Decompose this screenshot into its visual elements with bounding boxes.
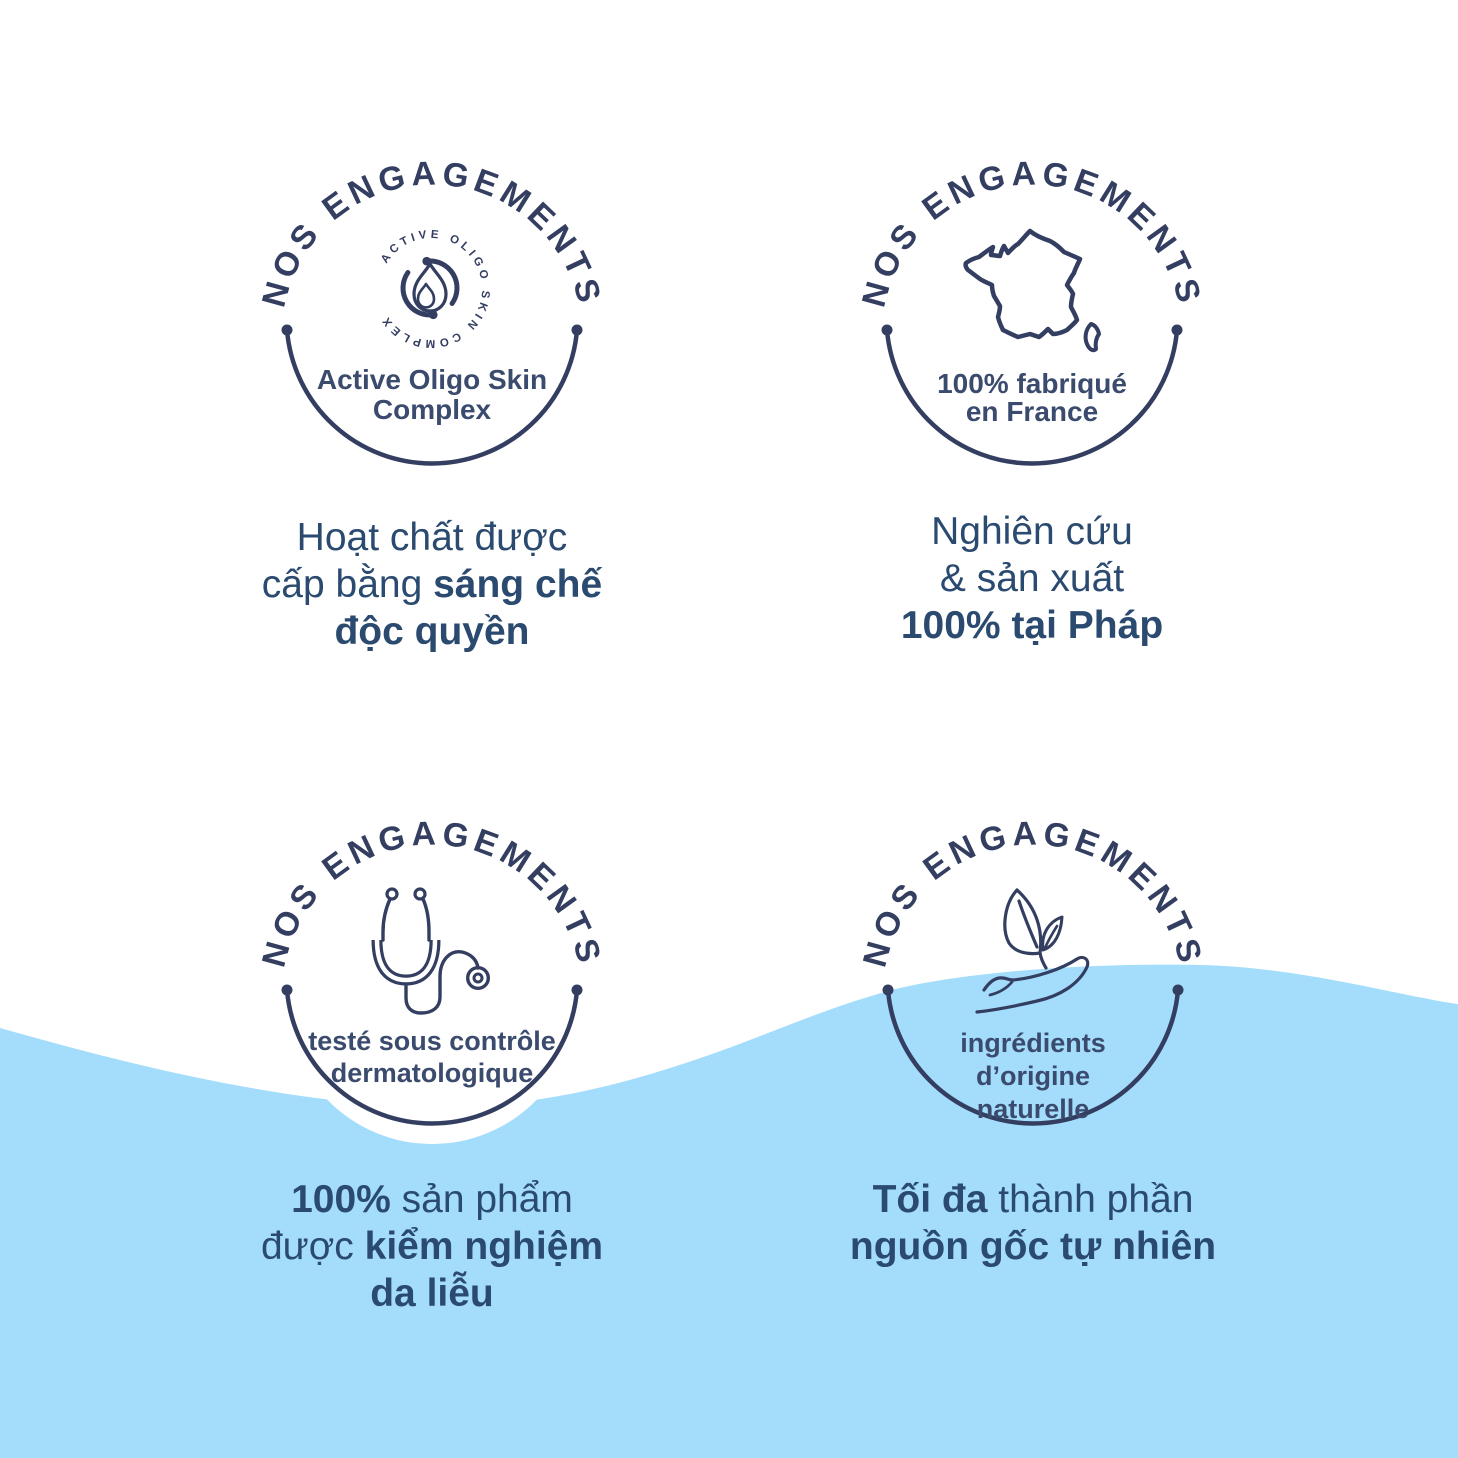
text-line: & sản xuất <box>939 557 1125 600</box>
badge-caption-line: naturelle <box>977 1094 1090 1124</box>
arc-end-dot <box>571 324 583 336</box>
arc-end-dot <box>1172 984 1184 996</box>
arc-end-dot <box>571 984 583 996</box>
stethoscope-icon <box>371 887 491 1015</box>
badge-caption-line: Active Oligo Skin <box>317 364 547 395</box>
badge-caption-line: testé sous contrôle <box>308 1026 556 1056</box>
badge-made-in-france: NOS ENGAGEMENTS 100% fabriqué en France <box>856 155 1203 466</box>
badge-white-disc <box>286 852 578 1144</box>
badge-caption-line: dermatologique <box>331 1058 534 1088</box>
text-line: được kiểm nghiệm <box>260 1225 604 1268</box>
text-line: Hoạt chất được <box>296 516 568 559</box>
badge-bottom-arc <box>284 987 580 1126</box>
text-line: da liễu <box>370 1272 494 1315</box>
text-block-france: Nghiên cứu & sản xuất 100% tại Pháp <box>772 508 1292 649</box>
badge-arc-title: NOS ENGAGEMENTS <box>857 815 1210 971</box>
text-line: Nghiên cứu <box>931 510 1133 553</box>
arc-end-dot <box>881 324 893 336</box>
badge-caption-line: d’origine <box>976 1061 1090 1091</box>
wave-background <box>0 964 1458 1458</box>
text-line: 100% tại Pháp <box>900 604 1164 647</box>
arc-end-dot <box>1171 324 1183 336</box>
text-line: nguồn gốc tự nhiên <box>849 1225 1217 1268</box>
badge-caption-line: 100% fabriqué <box>937 368 1127 399</box>
text-block-dermtest: 100% sản phẩm được kiểm nghiệm da liễu <box>172 1176 692 1317</box>
arc-end-dot <box>281 324 293 336</box>
arc-end-dot <box>281 984 293 996</box>
badge-active-oligo: NOS ENGAGEMENTS ACTIVE OLIGO SKIN COMPLE… <box>256 155 603 466</box>
badge-bottom-arc <box>284 327 580 466</box>
text-line: cấp bằng sáng chế <box>261 563 603 606</box>
text-line: Tối đa thành phần <box>872 1178 1194 1221</box>
text-block-patent: Hoạt chất được cấp bằng sáng chế độc quy… <box>172 514 692 655</box>
badge-caption-line: ingrédients <box>960 1028 1106 1058</box>
badge-bottom-arc <box>885 987 1181 1126</box>
text-line: 100% sản phẩm <box>291 1178 573 1221</box>
france-map-icon <box>963 228 1101 353</box>
logo-ring-text: ACTIVE OLIGO SKIN COMPLEX <box>379 229 492 350</box>
text-block-natural: Tối đa thành phần nguồn gốc tự nhiên <box>773 1176 1293 1270</box>
arc-end-dot <box>882 984 894 996</box>
badge-bottom-arc <box>884 327 1180 466</box>
badge-caption-line: en France <box>966 396 1098 427</box>
active-oligo-droplet-icon: ACTIVE OLIGO SKIN COMPLEX <box>379 229 492 350</box>
badge-caption-line: Complex <box>373 394 492 425</box>
hand-leaves-icon <box>975 888 1090 1014</box>
text-line: độc quyền <box>334 610 530 653</box>
